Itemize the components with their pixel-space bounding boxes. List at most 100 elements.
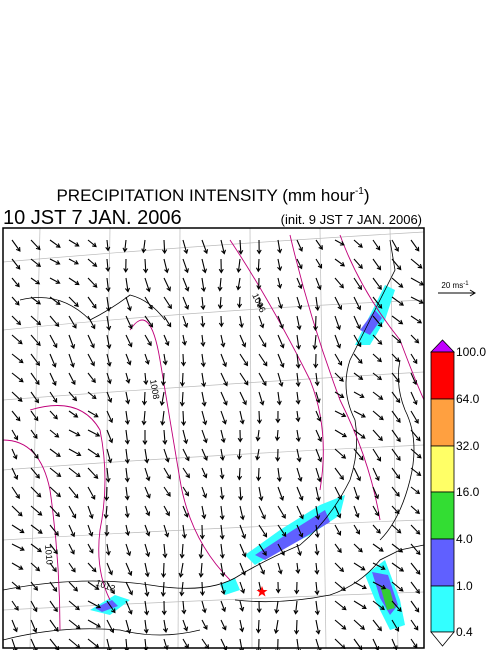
wind-arrow <box>334 600 347 611</box>
colorbar-bin <box>430 351 455 400</box>
wind-arrow <box>391 581 404 592</box>
wind-arrow <box>49 239 61 248</box>
wind-arrow <box>313 353 319 369</box>
wind-arrow <box>163 296 172 310</box>
wind-arrow <box>353 315 361 330</box>
wind-arrow <box>314 524 320 539</box>
wind-arrow <box>353 467 361 482</box>
wind-arrow <box>296 296 303 310</box>
wind-arrow <box>294 619 300 635</box>
wind-arrow <box>353 543 363 553</box>
wind-arrow <box>124 467 130 483</box>
wind-arrow <box>106 619 115 634</box>
wind-arrow <box>30 277 41 285</box>
wind-arrow <box>276 391 282 406</box>
wind-arrow <box>180 353 186 367</box>
wind-arrow <box>87 353 95 367</box>
wind-arrow <box>391 543 404 553</box>
wind-arrow <box>239 505 245 521</box>
wind-arrow <box>11 410 21 422</box>
wind-arrow <box>11 258 21 270</box>
wind-arrow <box>30 239 41 251</box>
wind-arrow <box>296 258 303 270</box>
wind-arrow <box>296 448 302 463</box>
wind-arrow <box>162 543 168 559</box>
wind-arrow <box>372 562 386 570</box>
wind-arrow <box>106 448 113 464</box>
wind-arrow <box>49 524 59 537</box>
wind-arrow <box>68 296 79 308</box>
wind-arrow <box>68 334 76 350</box>
wind-arrow <box>277 258 283 272</box>
wind-arrow <box>30 467 40 479</box>
isobar <box>2 439 61 631</box>
wind-arrow <box>277 353 285 368</box>
wind-arrow <box>391 372 400 383</box>
colorbar-bin <box>430 538 455 587</box>
wind-arrow <box>124 486 130 501</box>
wind-arrow <box>200 277 207 293</box>
wind-arrow <box>141 391 147 406</box>
wind-arrow <box>201 429 208 444</box>
wind-arrow <box>314 562 320 575</box>
wind-arrow <box>334 619 347 630</box>
wind-scale-sup: -1 <box>463 281 469 287</box>
wind-arrow <box>295 429 301 443</box>
coastline <box>2 239 425 641</box>
wind-arrow <box>106 372 112 385</box>
valid-time: 10 JST 7 JAN. 2006 <box>3 207 182 229</box>
wind-arrow <box>275 581 281 594</box>
wind-arrow <box>258 505 266 520</box>
wind-arrow <box>334 372 344 382</box>
wind-arrow <box>68 258 79 265</box>
wind-arrow <box>372 581 387 590</box>
wind-arrow <box>391 505 400 515</box>
wind-arrow <box>105 467 111 483</box>
wind-arrow <box>410 315 423 324</box>
wind-arrow <box>125 391 131 405</box>
wind-arrow <box>182 315 189 329</box>
isobar <box>289 234 381 521</box>
wind-arrow <box>391 258 402 271</box>
wind-arrow <box>68 277 80 286</box>
wind-arrow <box>220 334 226 348</box>
wind-arrow <box>372 239 381 251</box>
wind-arrow <box>410 486 421 495</box>
wind-arrow <box>68 372 76 386</box>
title-main: PRECIPITATION INTENSITY (mm hour <box>56 186 355 205</box>
wind-arrow <box>160 581 166 597</box>
wind-arrow <box>182 429 189 445</box>
wind-arrow <box>391 448 401 461</box>
wind-arrow <box>258 315 265 329</box>
wind-arrow <box>312 334 318 350</box>
wind-arrow <box>410 410 419 424</box>
wind-arrow <box>201 448 208 461</box>
wind-arrow <box>68 467 81 478</box>
wind-arrow <box>125 334 133 348</box>
wind-arrow <box>106 391 113 403</box>
wind-arrow <box>49 619 59 632</box>
wind-arrow <box>372 524 381 534</box>
wind-arrow <box>182 239 189 255</box>
wind-arrow <box>68 505 77 519</box>
wind-arrow <box>334 543 342 554</box>
wind-arrow <box>334 486 342 501</box>
wind-arrow <box>160 410 166 426</box>
wind-arrow <box>258 486 264 502</box>
wind-arrow <box>315 277 322 291</box>
wind-arrow <box>334 581 346 592</box>
precip-area <box>95 600 118 612</box>
wind-arrow <box>314 372 320 387</box>
wind-arrow <box>106 334 112 350</box>
wind-arrow <box>258 334 267 348</box>
map: 1006 1008 1010 1012 <box>2 227 425 654</box>
wind-arrow <box>30 486 42 498</box>
wind-arrow <box>334 334 342 349</box>
lat-line <box>2 591 425 611</box>
wind-arrow <box>11 486 20 499</box>
wind-arrow <box>315 429 323 443</box>
wind-arrow <box>30 372 40 386</box>
wind-arrow <box>106 429 114 444</box>
wind-arrow <box>372 296 383 309</box>
colorbar-over <box>430 339 455 353</box>
